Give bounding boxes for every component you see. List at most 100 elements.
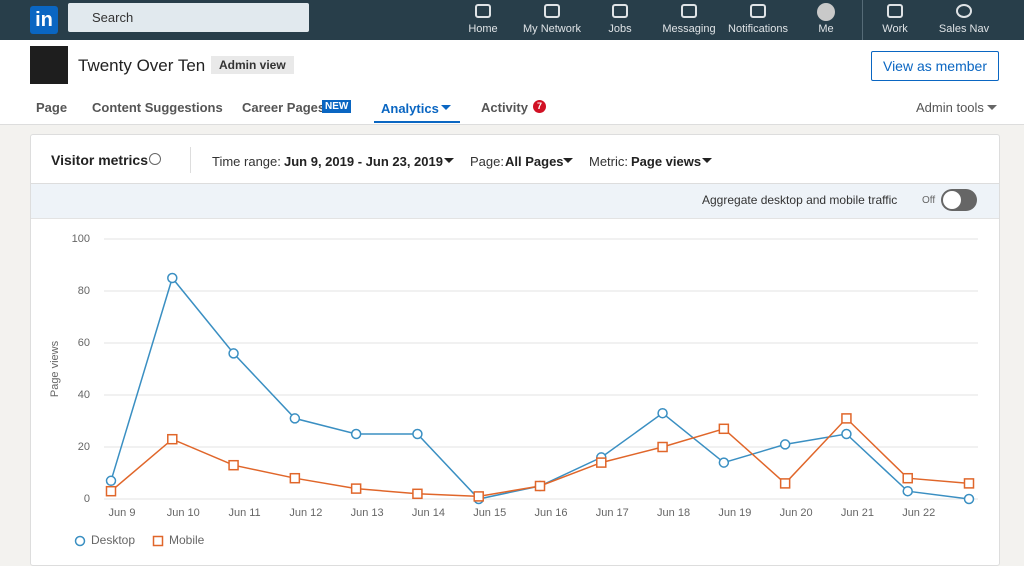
card-title: Visitor metrics <box>51 152 149 168</box>
data-point <box>779 439 791 450</box>
x-tick-label: Jun 14 <box>412 507 445 519</box>
data-point <box>657 441 668 453</box>
admin-badge: Admin view <box>211 56 294 74</box>
admin-tools[interactable]: Admin tools <box>916 100 984 115</box>
activity-badge: 7 <box>533 100 546 113</box>
caret <box>702 158 712 168</box>
icon <box>681 4 697 18</box>
filter-label: Page: <box>470 154 504 169</box>
metric-dropdown[interactable]: Page views <box>631 154 702 169</box>
caret <box>563 158 573 168</box>
company-name: Twenty Over Ten <box>78 56 206 75</box>
x-tick-label: Jun 19 <box>718 507 751 519</box>
toggle-knob <box>943 191 961 209</box>
search-placeholder: Search <box>92 10 134 25</box>
nav-item[interactable]: Sales Nav <box>938 23 990 35</box>
divider <box>862 0 863 40</box>
nav-item[interactable]: Messaging <box>662 23 716 35</box>
company-header: Twenty Over Ten Admin view View as membe… <box>0 40 1024 93</box>
data-point <box>657 407 668 419</box>
icon <box>750 4 766 18</box>
x-tick-label: Jun 22 <box>902 507 935 519</box>
data-point <box>534 480 546 492</box>
nav-item[interactable]: Jobs <box>608 23 632 35</box>
data-point <box>228 459 239 471</box>
tab-underline <box>374 121 460 123</box>
data-point <box>105 485 117 497</box>
avatar <box>817 3 835 21</box>
x-tick-label: Jun 17 <box>596 507 629 519</box>
top-nav: in Search Home My Network Jobs Messaging… <box>0 0 1024 40</box>
data-point <box>167 272 178 284</box>
nav-item[interactable]: My Network <box>522 23 582 35</box>
filter-label: Time range: <box>212 154 281 169</box>
x-tick-label: Jun 13 <box>351 507 384 519</box>
data-point <box>841 413 852 424</box>
x-tick-label: Jun 12 <box>289 507 322 519</box>
data-point <box>289 472 301 484</box>
divider <box>190 147 191 173</box>
data-point <box>779 478 791 489</box>
time-range-dropdown[interactable]: Jun 9, 2019 - Jun 23, 2019 <box>284 154 443 169</box>
tab-active[interactable]: Analytics <box>381 101 439 116</box>
legend-label: Mobile <box>169 533 205 547</box>
toggle[interactable] <box>941 189 977 211</box>
new-badge: NEW <box>322 100 352 113</box>
company-logo <box>30 46 68 84</box>
icon <box>956 4 972 18</box>
data-point <box>473 491 484 502</box>
page-dropdown[interactable]: All Pages <box>505 154 564 169</box>
data-point <box>841 428 852 440</box>
data-point <box>963 493 975 505</box>
icon <box>475 4 491 18</box>
data-point <box>412 488 423 500</box>
tab-bar: Page Content Suggestions Career Pages NE… <box>0 92 1024 125</box>
legend-marker <box>74 535 86 547</box>
data-point <box>902 485 913 497</box>
x-tick-label: Jun 20 <box>780 507 813 519</box>
aggregate-label: Aggregate desktop and mobile traffic <box>702 193 898 207</box>
x-tick-label: Jun 15 <box>473 507 506 519</box>
nav-item[interactable]: Notifications <box>728 23 788 35</box>
logo[interactable]: in <box>30 6 58 34</box>
view-as-member-button[interactable]: View as member <box>871 51 999 81</box>
caret <box>441 105 451 115</box>
y-tick-label: 20 <box>78 441 90 453</box>
y-axis-title: Page views <box>49 340 61 397</box>
legend-marker <box>152 535 164 547</box>
tab[interactable]: Content Suggestions <box>92 100 223 115</box>
help-icon[interactable] <box>149 153 161 165</box>
caret <box>444 158 454 168</box>
chart: Page views 0 20 40 60 80 100 Jun 9 Jun 10 Jun 11… <box>49 233 978 547</box>
nav-item[interactable]: Home <box>468 23 498 35</box>
data-point <box>167 433 178 445</box>
x-tick-label: Jun 18 <box>657 507 690 519</box>
y-tick-label: 40 <box>78 389 90 401</box>
icon <box>887 4 903 18</box>
data-point <box>596 457 607 468</box>
tab[interactable]: Activity <box>481 100 528 115</box>
filter-label: Metric: <box>589 154 628 169</box>
data-point <box>412 428 423 440</box>
data-point <box>718 457 730 468</box>
search-box[interactable]: Search <box>68 3 309 32</box>
tab[interactable]: Page <box>36 100 68 115</box>
y-tick-label: 0 <box>84 493 90 505</box>
icon <box>612 4 628 18</box>
data-point <box>105 475 117 487</box>
caret <box>987 105 997 115</box>
data-point <box>289 413 301 424</box>
data-point <box>963 478 975 489</box>
tab[interactable]: Career Pages <box>242 100 326 115</box>
data-point <box>228 348 239 359</box>
x-tick-label: Jun 9 <box>109 507 136 519</box>
nav-item[interactable]: Me <box>818 23 834 35</box>
nav-item[interactable]: Work <box>882 23 908 35</box>
data-point <box>718 423 730 435</box>
toggle-label: Off <box>922 195 936 206</box>
data-point <box>350 428 362 440</box>
options-bar: Aggregate desktop and mobile traffic Off <box>31 183 999 219</box>
x-tick-label: Jun 16 <box>534 507 567 519</box>
icon <box>544 4 560 18</box>
